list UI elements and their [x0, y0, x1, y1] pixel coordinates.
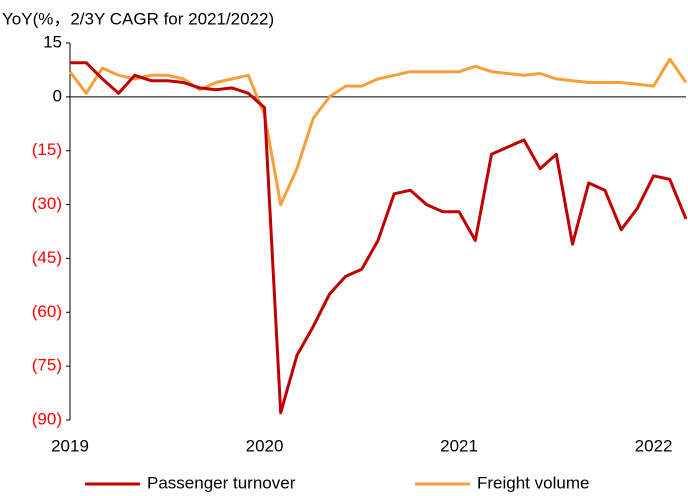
- y-tick-label: 15: [43, 32, 62, 51]
- y-tick-label: 0: [53, 86, 62, 105]
- y-tick-label: (90): [32, 409, 62, 428]
- legend-label: Passenger turnover: [147, 473, 296, 492]
- legend-label: Freight volume: [477, 473, 589, 492]
- y-tick-label: (75): [32, 356, 62, 375]
- y-tick-label: (15): [32, 140, 62, 159]
- x-tick-label: 2020: [246, 436, 284, 455]
- series-line: [70, 61, 688, 415]
- series-line: [68, 57, 688, 207]
- chart-title: YoY(%，2/3Y CAGR for 2021/2022): [2, 9, 274, 28]
- x-tick-label: 2021: [440, 436, 478, 455]
- y-tick-label: (45): [32, 248, 62, 267]
- y-tick-label: (60): [32, 302, 62, 321]
- y-tick-label: (30): [32, 194, 62, 213]
- x-tick-label: 2022: [635, 436, 673, 455]
- x-tick-label: 2019: [51, 436, 89, 455]
